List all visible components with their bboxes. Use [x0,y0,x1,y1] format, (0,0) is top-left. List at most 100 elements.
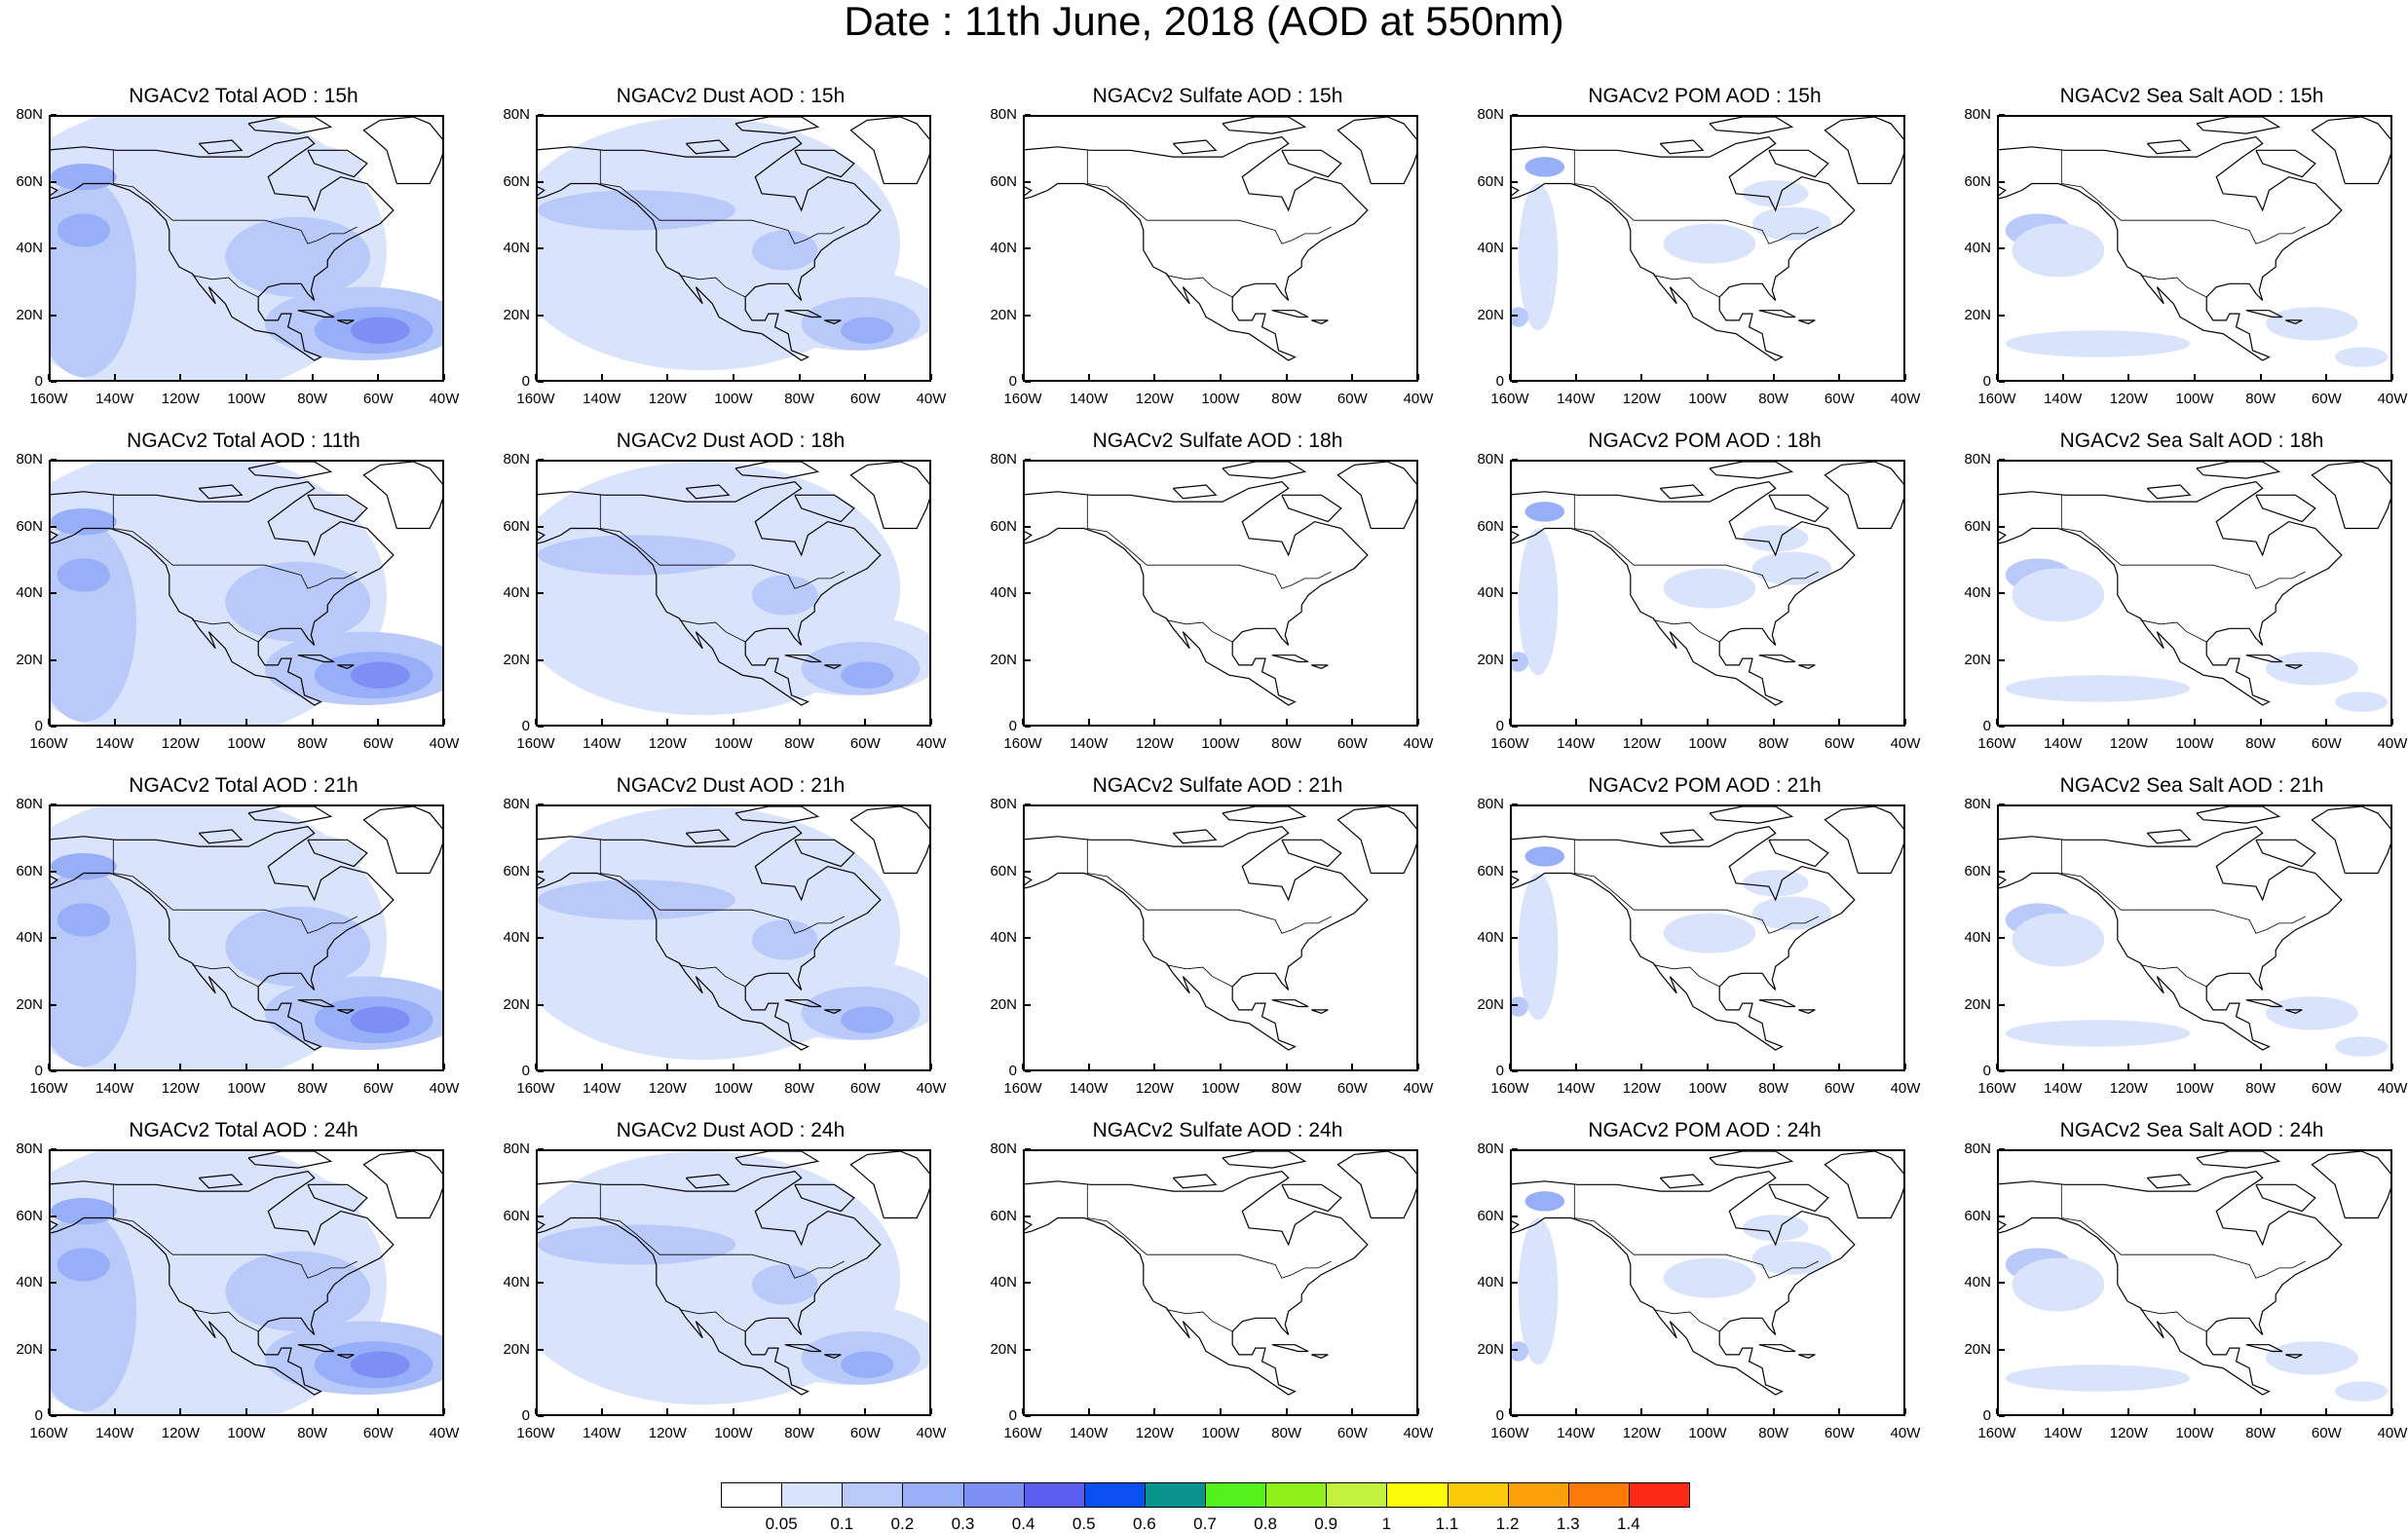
longitude-tick-mark [2061,1064,2064,1069]
latitude-tick-label: 0 [34,1063,43,1079]
country-border [1086,495,1332,589]
country-border [1573,150,1819,244]
longitude-tick-mark [1220,719,1222,725]
latitude-tick-label: 0 [1008,373,1017,390]
latitude-tick-mark [51,804,56,805]
island-coastline [1768,149,1829,178]
longitude-tick-label: 160W [516,391,555,407]
coastline [1512,480,1856,706]
latitude-tick-label: 60N [990,172,1017,190]
island-coastline [734,1151,820,1169]
latitude-tick-mark [1512,459,1518,461]
latitude-tick-mark [1999,1348,2005,1351]
aod-shading-region [841,317,894,344]
island-coastline [307,494,368,523]
latitude-tick-mark [1512,592,1518,594]
panel-title: NGACv2 POM AOD : 24h [1588,1119,1822,1141]
island-coastline [2285,664,2303,669]
longitude-tick-mark [1087,1408,1090,1414]
latitude-tick-mark [1025,937,1031,939]
island-coastline [2255,839,2316,868]
island-coastline [297,310,335,318]
longitude-tick-mark [2325,1064,2328,1069]
colorbar-swatch [1628,1482,1690,1508]
map-panel-total: NGACv2 Total AOD : 11th 80N 60N 40N 20N 0 160W… [0,430,487,775]
latitude-tick-mark [51,1215,56,1217]
longitude-tick-label: 100W [2175,1425,2214,1441]
latitude-tick-label: 60N [16,1207,43,1224]
latitude-tick-label: 80N [990,451,1017,467]
longitude-tick-label: 120W [1622,391,1661,407]
coastline [1512,825,1856,1051]
longitude-tick-mark [1220,374,1222,380]
country-border [599,840,845,934]
panel-title: NGACv2 Sea Salt AOD : 18h [2059,430,2324,452]
island-coastline [1336,1151,1416,1219]
island-coastline [824,1009,842,1014]
latitude-tick-label: 40N [1964,584,1991,601]
latitude-tick-mark [1025,1070,1031,1072]
longitude-tick-label: 140W [95,391,134,407]
longitude-tick-mark [1022,1064,1024,1069]
aod-shading-region [841,1351,894,1378]
country-border [1166,275,1233,298]
panel-title: NGACv2 Total AOD : 24h [129,1119,358,1141]
latitude-tick-label: 60N [1964,517,1991,535]
latitude-tick-mark [1512,1348,1518,1351]
aod-shading-region [2266,652,2358,686]
aod-shading-region [1518,873,1559,1021]
longitude-tick-label: 120W [161,1080,200,1097]
island-coastline [2146,1174,2192,1189]
colorbar-label: 0.6 [1133,1514,1156,1533]
latitude-tick-label: 40N [990,929,1017,946]
longitude-tick-label: 80W [2245,1425,2276,1441]
aod-field-map [1025,462,1416,706]
longitude-tick-label: 60W [2311,1425,2342,1441]
country-border [112,1184,357,1279]
longitude-tick-mark [377,374,380,380]
island-coastline [337,664,355,669]
coastline [51,480,395,706]
longitude-tick-mark [930,1064,932,1069]
latitude-tick-label: 20N [16,995,43,1013]
latitude-tick-label: 80N [1477,1140,1504,1157]
aod-shading-region [56,558,110,592]
longitude-tick-label: 160W [1003,1080,1042,1097]
latitude-tick-label: 80N [503,106,530,123]
latitude-tick-label: 80N [16,451,43,467]
longitude-tick-label: 120W [648,1080,687,1097]
longitude-tick-mark [1509,719,1511,725]
latitude-tick-mark [538,180,544,183]
latitude-tick-mark [1999,525,2005,528]
map-panel-seasalt: NGACv2 Sea Salt AOD : 15h 80N 60N 40N 20N 0 16… [1948,86,2408,430]
aod-field-map [51,1151,442,1414]
map-area [536,1149,931,1416]
longitude-tick-mark [113,1064,116,1069]
longitude-tick-mark [2127,1064,2130,1069]
longitude-tick-label: 140W [1557,391,1596,407]
longitude-tick-mark [113,1408,116,1414]
island-coastline [2146,139,2192,155]
latitude-tick-mark [51,658,56,661]
aod-shading-region [56,903,110,937]
longitude-tick-label: 140W [1557,1425,1596,1441]
longitude-tick-mark [2325,374,2328,380]
aod-shading-region [225,561,371,642]
island-coastline [1172,829,1218,844]
country-border [1166,619,1233,643]
longitude-tick-label: 40W [916,1425,947,1441]
longitude-tick-mark [798,1408,801,1414]
longitude-tick-label: 120W [1622,735,1661,752]
island-coastline [2196,806,2281,824]
country-border [192,275,259,298]
latitude-tick-label: 40N [990,1274,1017,1290]
longitude-tick-mark [2127,374,2130,380]
longitude-tick-label: 100W [1201,1425,1240,1441]
island-coastline [1336,462,1416,530]
longitude-tick-label: 140W [1070,1080,1109,1097]
longitude-tick-label: 120W [1135,1425,1174,1441]
island-coastline [2311,117,2390,185]
island-coastline [1709,462,1794,479]
panel-title: NGACv2 Dust AOD : 15h [616,85,846,107]
aod-shading-region [2005,1365,2191,1392]
